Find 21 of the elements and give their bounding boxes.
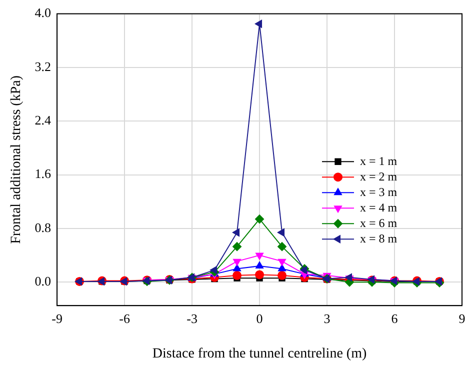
y-tick-label: 0.0 [34,274,52,289]
y-tick-label: 4.0 [34,5,52,20]
legend-label: x = 6 m [360,216,398,230]
x-tick-label: 6 [391,310,398,326]
y-tick-label: 1.6 [34,166,52,182]
x-axis-title: Distace from the tunnel centreline (m) [152,346,367,362]
x-tick-label: 3 [324,310,330,326]
x-tick-label: -3 [186,310,198,326]
legend-label: x = 3 m [360,184,398,199]
y-tick-label: 3.2 [34,58,52,74]
legend-label: x = 1 m [360,154,398,168]
x-tick-label: -9 [52,310,62,326]
legend-label: x = 2 m [360,169,398,184]
y-axis-title: Frontal additional stress (kPa) [9,75,24,244]
y-tick-label: 2.4 [34,112,52,128]
legend-label: x = 4 m [360,200,398,214]
x-tick-label: 9 [458,310,466,326]
x-tick-label: -6 [119,310,130,326]
y-tick-label: 0.8 [34,220,52,235]
legend-label: x = 8 m [360,231,398,246]
x-tick-label: 0 [256,310,263,326]
